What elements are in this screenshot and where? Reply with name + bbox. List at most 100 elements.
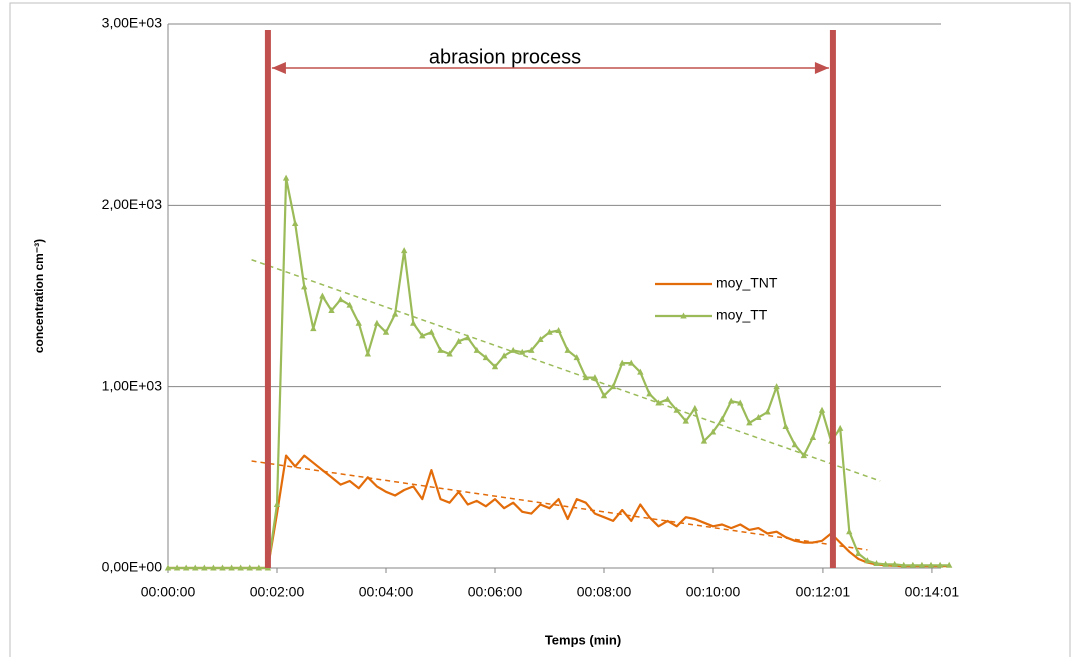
chart-frame xyxy=(9,2,1071,662)
marker xyxy=(509,346,517,353)
x-tick-label: 00:00:00 xyxy=(141,584,196,600)
marker xyxy=(282,174,290,181)
x-tick-label: 00:02:00 xyxy=(250,584,305,600)
marker xyxy=(664,395,671,402)
marker xyxy=(346,301,353,308)
marker xyxy=(836,424,844,431)
marker xyxy=(782,423,789,430)
marker xyxy=(709,428,717,435)
marker xyxy=(936,561,944,568)
marker xyxy=(373,319,381,326)
marker xyxy=(746,419,753,426)
marker xyxy=(700,437,708,444)
marker xyxy=(637,368,644,375)
legend-label: moy_TT xyxy=(716,307,768,323)
legend-marker xyxy=(680,312,687,319)
marker xyxy=(273,501,281,508)
marker xyxy=(355,319,362,326)
marker xyxy=(400,247,408,254)
x-tick-label: 00:06:00 xyxy=(468,584,523,600)
marker xyxy=(237,564,244,571)
marker xyxy=(600,392,608,399)
marker xyxy=(455,337,462,344)
marker xyxy=(646,390,653,397)
y-axis-label: concentration cm⁻³) xyxy=(32,239,46,353)
marker xyxy=(437,346,444,353)
marker xyxy=(164,564,172,571)
marker xyxy=(582,374,590,381)
series-line xyxy=(168,454,950,570)
marker xyxy=(410,319,417,326)
marker xyxy=(173,564,181,571)
marker xyxy=(609,383,617,390)
marker xyxy=(846,528,853,535)
marker xyxy=(328,307,335,314)
marker xyxy=(945,561,953,568)
arrow-head xyxy=(271,62,286,74)
marker xyxy=(591,374,599,381)
marker xyxy=(764,408,771,415)
x-tick-label: 00:10:00 xyxy=(686,584,741,600)
marker xyxy=(855,549,862,556)
trend-line xyxy=(251,259,881,482)
marker xyxy=(291,219,299,226)
marker xyxy=(301,283,308,290)
y-tick-label: 1,00E+03 xyxy=(102,377,163,393)
marker xyxy=(737,399,744,406)
marker xyxy=(691,404,699,411)
x-tick-label: 00:08:00 xyxy=(577,584,632,600)
marker xyxy=(319,292,326,299)
marker xyxy=(219,564,226,571)
marker xyxy=(537,336,544,343)
marker xyxy=(310,325,317,332)
marker xyxy=(564,346,571,353)
marker xyxy=(382,328,390,335)
marker xyxy=(873,559,880,566)
marker xyxy=(573,354,580,361)
trend-line xyxy=(251,460,868,551)
y-tick-label: 2,00E+03 xyxy=(102,196,163,212)
marker xyxy=(891,560,898,567)
marker xyxy=(718,415,726,422)
marker xyxy=(246,564,253,571)
marker xyxy=(727,397,735,404)
marker xyxy=(791,441,798,448)
marker xyxy=(364,350,372,357)
marker xyxy=(419,332,426,339)
x-tick-label: 00:12:01 xyxy=(796,584,851,600)
marker xyxy=(255,564,263,571)
marker xyxy=(464,334,471,341)
marker xyxy=(628,359,635,366)
marker xyxy=(500,352,508,359)
marker xyxy=(555,326,562,333)
marker xyxy=(182,564,190,571)
x-tick-label: 00:14:01 xyxy=(905,584,960,600)
marker xyxy=(337,296,344,303)
marker xyxy=(482,354,490,361)
marker xyxy=(391,310,399,317)
marker xyxy=(428,328,435,335)
marker xyxy=(473,346,481,353)
marker xyxy=(800,452,808,459)
marker xyxy=(909,561,917,568)
marker xyxy=(864,557,871,564)
marker xyxy=(528,346,535,353)
y-tick-label: 3,00E+03 xyxy=(102,15,163,31)
marker xyxy=(882,560,889,567)
x-axis-label: Temps (min) xyxy=(545,632,621,647)
marker xyxy=(201,564,208,571)
x-tick-label: 00:04:00 xyxy=(359,584,414,600)
marker xyxy=(491,363,499,370)
marker xyxy=(927,561,935,568)
y-tick-label: 0,00E+00 xyxy=(102,559,163,575)
arrow-head xyxy=(814,62,829,74)
marker xyxy=(918,561,926,568)
marker xyxy=(755,413,762,420)
marker xyxy=(682,417,689,424)
marker xyxy=(618,359,626,366)
marker xyxy=(192,564,199,571)
marker xyxy=(210,564,217,571)
marker xyxy=(519,348,526,355)
marker xyxy=(546,328,553,335)
